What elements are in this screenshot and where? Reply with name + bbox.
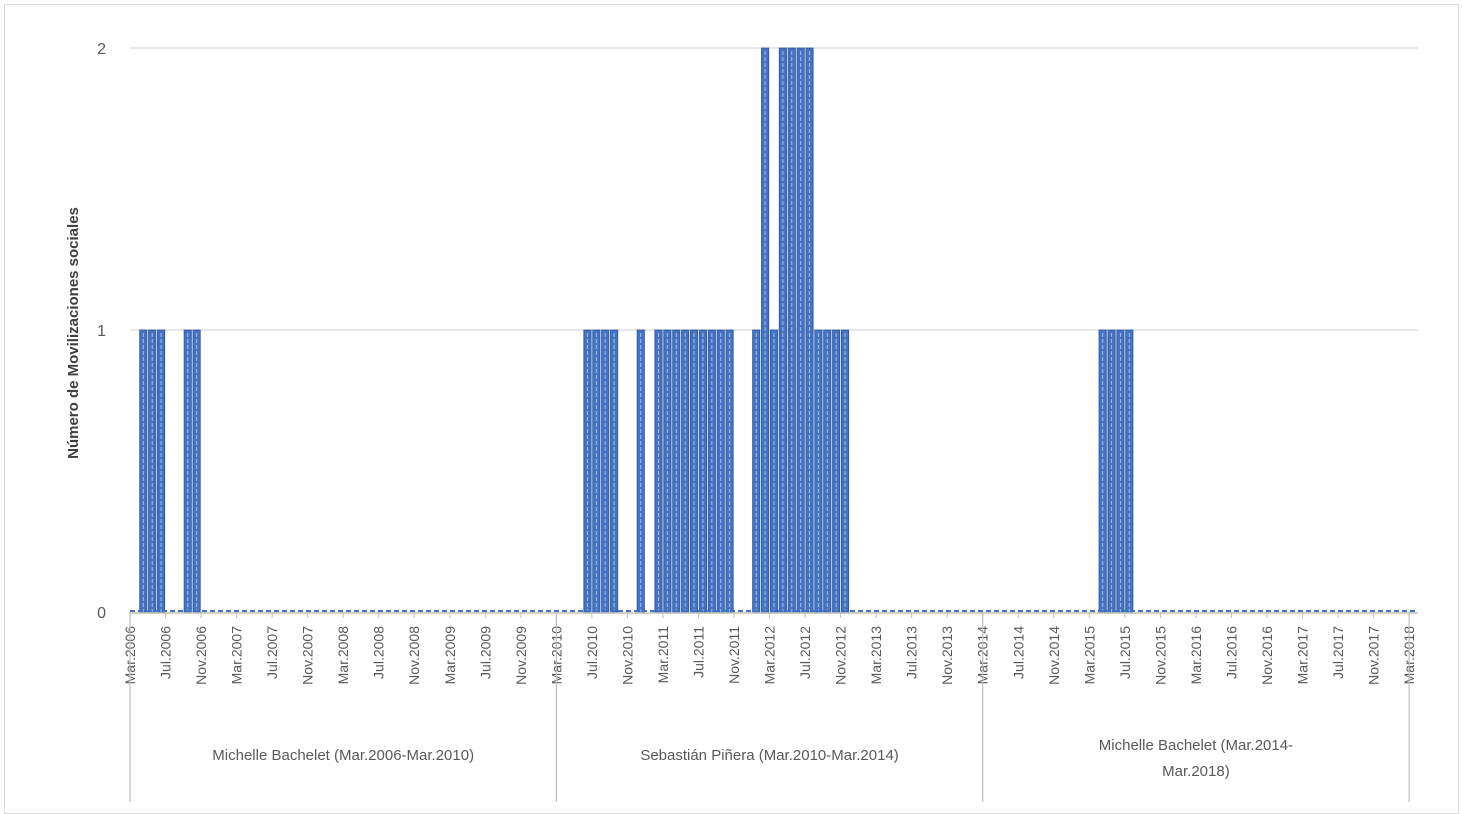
bar-Oct.2012 bbox=[832, 329, 841, 613]
group-label: Sebastián Piñera (Mar.2010-Mar.2014) bbox=[640, 747, 898, 764]
x-tick-label: Nov.2006 bbox=[193, 626, 209, 685]
bar-Sep.2012 bbox=[823, 329, 832, 613]
y-tick-label-1: 1 bbox=[97, 323, 106, 340]
bar-Sep.2010 bbox=[610, 329, 619, 613]
x-tick-label: Mar.2011 bbox=[655, 626, 671, 684]
x-tick-label: Nov.2009 bbox=[513, 626, 529, 685]
y-axis-title: Número de Movilizaciones sociales bbox=[65, 207, 82, 459]
x-tick-label: Jul.2015 bbox=[1117, 626, 1133, 679]
bar-May.2012 bbox=[787, 47, 796, 613]
bar-Sep.2011 bbox=[716, 329, 725, 613]
bar-Dec.2010 bbox=[636, 329, 645, 613]
x-tick-label: Mar.2015 bbox=[1081, 626, 1097, 685]
axis-layer bbox=[130, 610, 1418, 614]
group-label: Michelle Bachelet (Mar.2006-Mar.2010) bbox=[212, 747, 474, 764]
grid-layer bbox=[130, 47, 1418, 331]
bar-May.2015 bbox=[1107, 329, 1116, 613]
group-label: Mar.2018) bbox=[1162, 763, 1230, 780]
x-tick-label: Jul.2016 bbox=[1223, 626, 1239, 679]
bar-Nov.2012 bbox=[841, 329, 850, 613]
x-tick-label: Jul.2014 bbox=[1010, 626, 1026, 679]
bar-Jun.2006 bbox=[157, 329, 166, 613]
bar-Sep.2006 bbox=[183, 329, 192, 613]
bar-May.2006 bbox=[148, 329, 157, 613]
x-tick-layer: Mar.2006 Jul.2006 Nov.2006 Mar.2007 Jul.2007… bbox=[122, 612, 1417, 685]
x-tick-label: Mar.2007 bbox=[229, 626, 245, 685]
bar-Mar.2011 bbox=[663, 329, 672, 613]
x-tick-label: Mar.2017 bbox=[1295, 626, 1311, 685]
bar-Aug.2012 bbox=[814, 329, 823, 613]
bar-Jun.2011 bbox=[690, 329, 699, 613]
x-tick-label: Nov.2007 bbox=[300, 626, 316, 685]
bar-Feb.2012 bbox=[761, 47, 770, 613]
bar-Jul.2015 bbox=[1125, 329, 1134, 613]
x-tick-label: Jul.2008 bbox=[371, 626, 387, 679]
bar-Jul.2011 bbox=[698, 329, 707, 613]
x-tick-label: Jul.2010 bbox=[584, 626, 600, 679]
x-tick-label: Jul.2006 bbox=[158, 626, 174, 679]
y-tick-label-0: 0 bbox=[97, 605, 106, 622]
x-tick-label: Jul.2007 bbox=[264, 626, 280, 679]
bar-Jan.2012 bbox=[752, 329, 761, 613]
x-tick-label: Nov.2012 bbox=[833, 626, 849, 685]
bar-Jul.2012 bbox=[805, 47, 814, 613]
bar-Aug.2011 bbox=[707, 329, 716, 613]
x-tick-label: Jul.2012 bbox=[797, 626, 813, 679]
bar-Apr.2011 bbox=[672, 329, 681, 613]
group-label: Michelle Bachelet (Mar.2014- bbox=[1099, 737, 1293, 754]
x-tick-label: Mar.2008 bbox=[335, 626, 351, 685]
bar-Jun.2012 bbox=[796, 47, 805, 613]
bar-May.2011 bbox=[681, 329, 690, 613]
x-tick-label: Jul.2017 bbox=[1330, 626, 1346, 679]
x-tick-label: Nov.2013 bbox=[939, 626, 955, 685]
bar-Jun.2015 bbox=[1116, 329, 1125, 613]
x-tick-label: Nov.2016 bbox=[1259, 626, 1275, 685]
x-tick-label: Mar.2012 bbox=[762, 626, 778, 685]
y-tick-label-2: 2 bbox=[97, 41, 106, 58]
y-tick-layer: 0 1 2 bbox=[97, 41, 106, 622]
group-layer: Michelle Bachelet (Mar.2006-Mar.2010) Seb… bbox=[129, 612, 1410, 802]
x-tick-label: Mar.2013 bbox=[868, 626, 884, 685]
bar-Oct.2011 bbox=[725, 329, 734, 613]
x-tick-label: Mar.2009 bbox=[442, 626, 458, 685]
bar-Jul.2010 bbox=[592, 329, 601, 613]
x-tick-label: Nov.2010 bbox=[619, 626, 635, 685]
bar-Mar.2012 bbox=[769, 329, 779, 613]
x-tick-label: Jul.2011 bbox=[690, 626, 706, 678]
x-tick-label: Nov.2011 bbox=[726, 626, 742, 684]
x-tick-label: Jul.2009 bbox=[477, 626, 493, 679]
bar-Jun.2010 bbox=[583, 329, 592, 613]
bar-Apr.2012 bbox=[778, 47, 787, 613]
bar-Apr.2006 bbox=[139, 329, 148, 613]
bar-Apr.2015 bbox=[1098, 329, 1107, 613]
bar-Feb.2011 bbox=[654, 329, 663, 613]
bar-Aug.2010 bbox=[601, 329, 610, 613]
x-tick-label: Nov.2015 bbox=[1152, 626, 1168, 685]
x-tick-label: Nov.2008 bbox=[406, 626, 422, 685]
x-tick-label: Nov.2014 bbox=[1046, 626, 1062, 685]
x-tick-label: Jul.2013 bbox=[904, 626, 920, 679]
x-tick-label: Mar.2016 bbox=[1188, 626, 1204, 685]
x-tick-label: Nov.2017 bbox=[1366, 626, 1382, 685]
bar-Oct.2006 bbox=[192, 329, 201, 613]
bars-layer bbox=[139, 47, 1134, 613]
